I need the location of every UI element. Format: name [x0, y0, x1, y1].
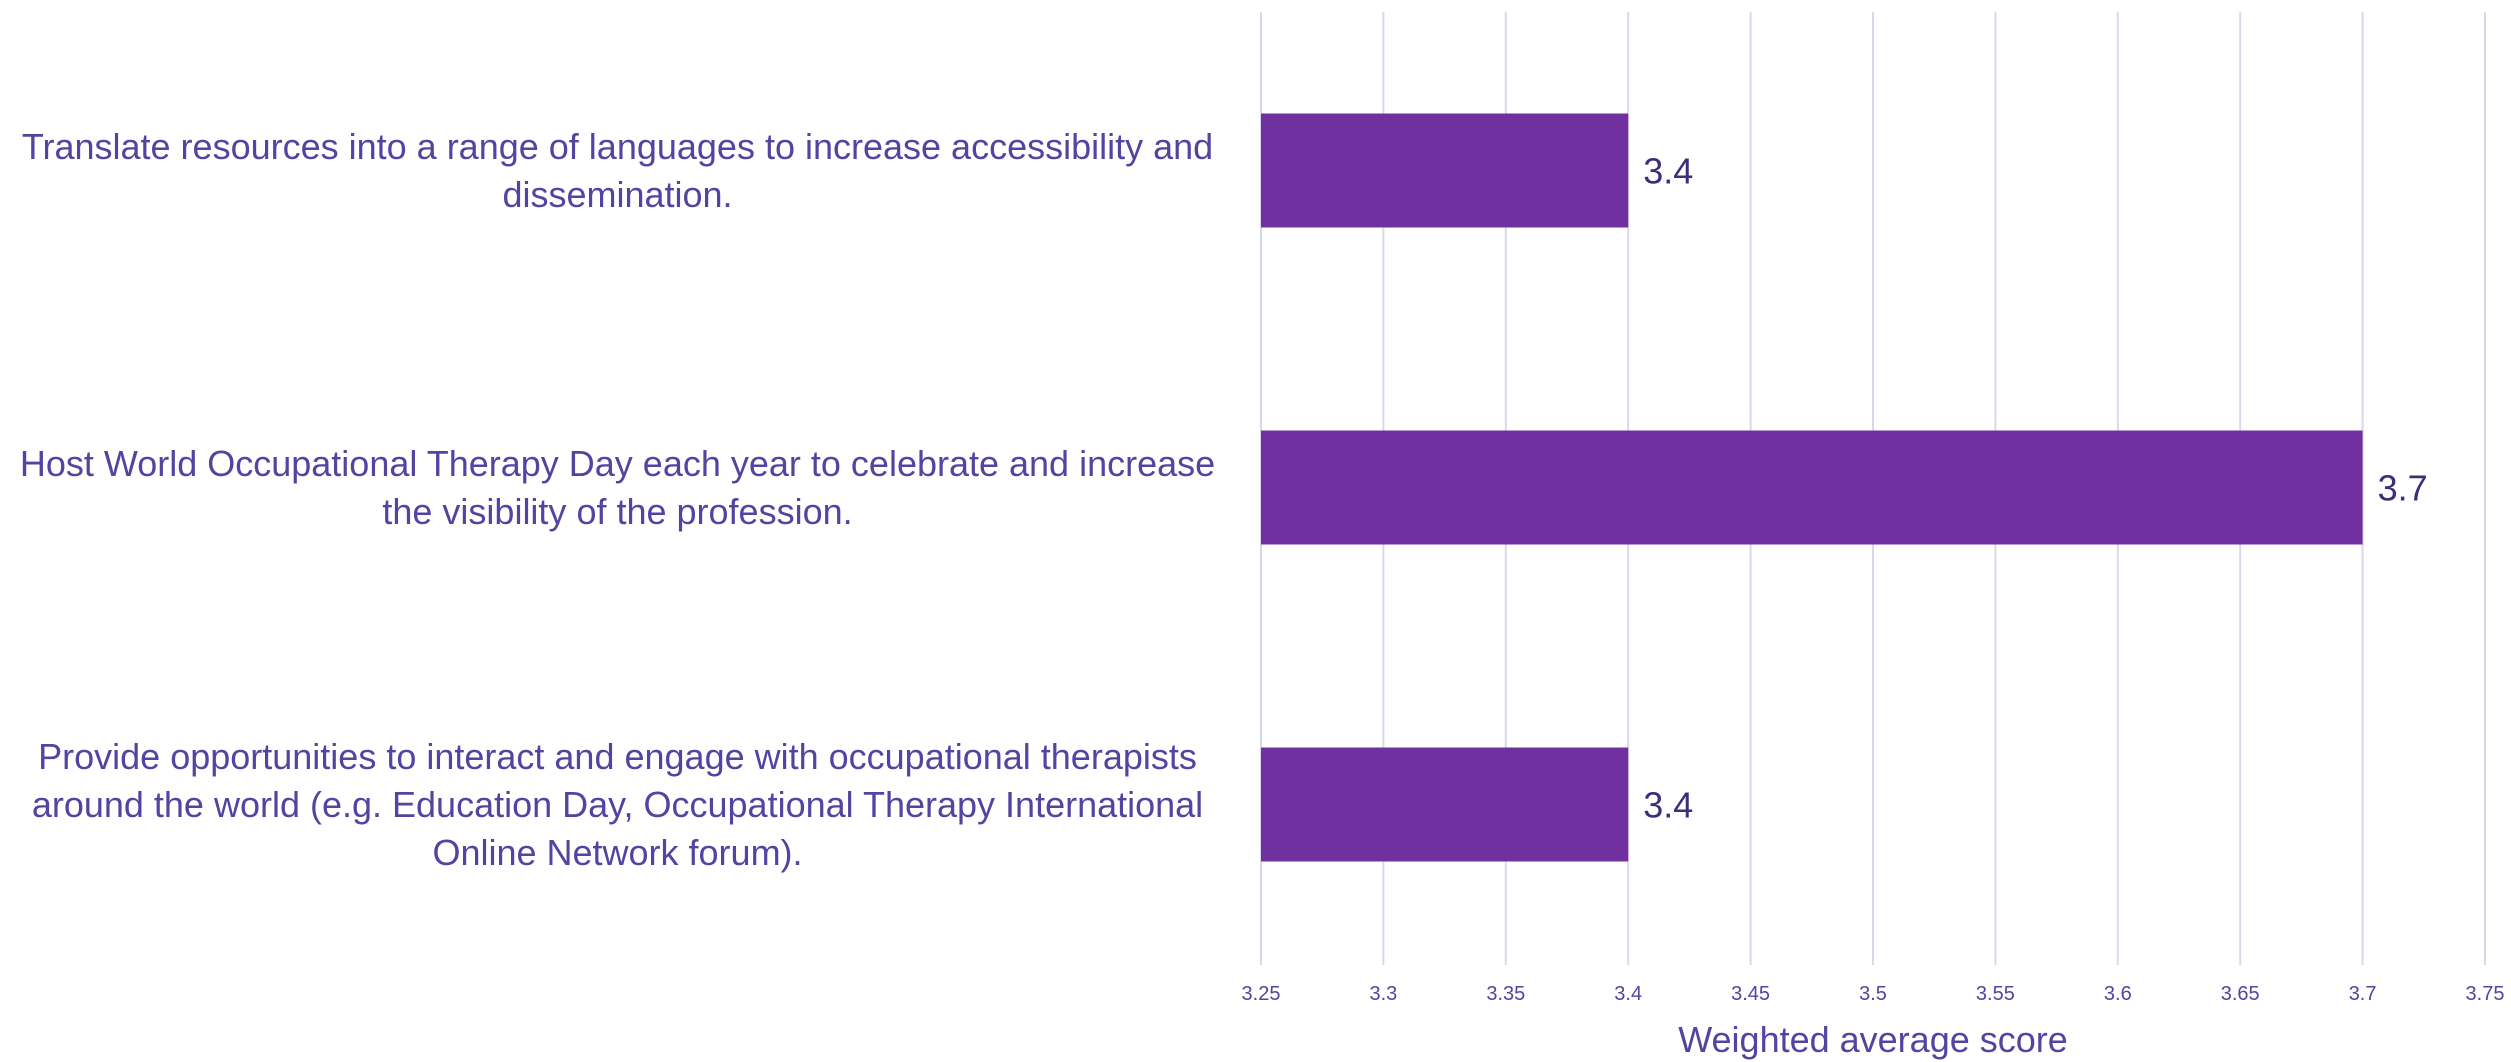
- bar: [1261, 113, 1629, 228]
- data-label: 3.7: [2378, 468, 2428, 509]
- x-tick-label: 3.4: [1614, 983, 1642, 1005]
- bar: [1261, 747, 1629, 862]
- x-tick-label: 3.3: [1369, 983, 1397, 1005]
- x-tick-label: 3.6: [2104, 983, 2132, 1005]
- bar: [1261, 430, 2363, 545]
- data-label: 3.4: [1643, 785, 1693, 826]
- x-tick-label: 3.7: [2349, 983, 2377, 1005]
- category-label-translate-resources: Translate resources into a range of lang…: [21, 125, 1214, 215]
- x-axis-title: Weighted average score: [1678, 1019, 2068, 1060]
- x-tick-label: 3.65: [2221, 983, 2260, 1005]
- category-label-provide-opportunities: Provide opportunities to interact and en…: [31, 735, 1204, 873]
- x-tick-label: 3.55: [1976, 983, 2015, 1005]
- x-tick-label: 3.75: [2466, 983, 2505, 1005]
- x-tick-label: 3.45: [1731, 983, 1770, 1005]
- x-tick-label: 3.35: [1486, 983, 1525, 1005]
- x-tick-label: 3.5: [1859, 983, 1887, 1005]
- data-label: 3.4: [1643, 151, 1693, 192]
- category-label-host-ot-day: Host World Occupational Therapy Day each…: [19, 442, 1216, 532]
- x-tick-label: 3.25: [1242, 983, 1281, 1005]
